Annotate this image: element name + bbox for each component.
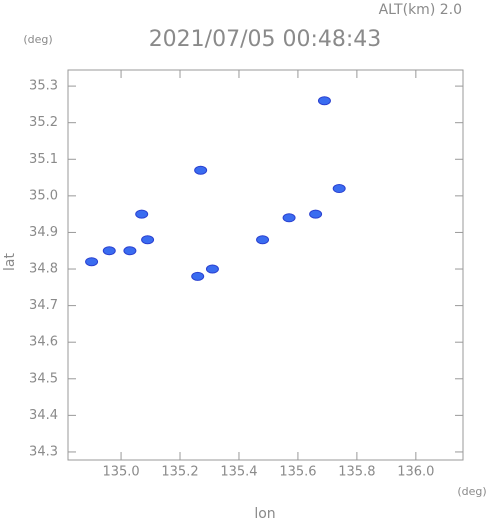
echo-blob [191, 271, 205, 281]
y-tick-label: 34.5 [29, 371, 58, 386]
echo-blob [317, 96, 331, 106]
plot-frame [67, 69, 464, 461]
echo-blob [141, 235, 155, 245]
x-tick-label: 135.4 [220, 465, 257, 480]
y-tick-label: 34.9 [29, 225, 58, 240]
x-tick-label: 135.0 [102, 465, 139, 480]
chart-subtitle: ALT(km) 2.0 [379, 2, 462, 18]
echo-blob [102, 246, 116, 256]
echo-blob [282, 213, 296, 223]
y-tick-label: 34.8 [29, 262, 58, 277]
x-axis-label: lon [254, 506, 275, 521]
echo-blob [256, 235, 270, 245]
echo-blob [85, 257, 99, 267]
echo-blob [332, 184, 346, 194]
echo-blob [309, 209, 323, 219]
y-tick-label: 34.4 [29, 408, 58, 423]
x-tick-label: 136.0 [397, 465, 434, 480]
y-unit: (deg) [23, 33, 52, 46]
y-tick-label: 35.2 [29, 115, 58, 130]
y-tick-label: 35.3 [29, 79, 58, 94]
y-tick-label: 34.3 [29, 444, 58, 459]
echo-blob [194, 165, 208, 175]
y-axis-label: lat [2, 253, 18, 271]
y-tick-label: 35.0 [29, 188, 58, 203]
y-tick-label: 34.6 [29, 335, 58, 350]
echo-blob [123, 246, 137, 256]
chart-title: 2021/07/05 00:48:43 [149, 27, 382, 52]
x-tick-label: 135.8 [338, 465, 375, 480]
echo-blob [135, 209, 149, 219]
x-unit: (deg) [457, 485, 486, 498]
y-tick-label: 35.1 [29, 152, 58, 167]
y-tick-label: 34.7 [29, 298, 58, 313]
x-tick-label: 135.2 [161, 465, 198, 480]
echo-blob [205, 264, 219, 274]
x-tick-label: 135.6 [279, 465, 316, 480]
